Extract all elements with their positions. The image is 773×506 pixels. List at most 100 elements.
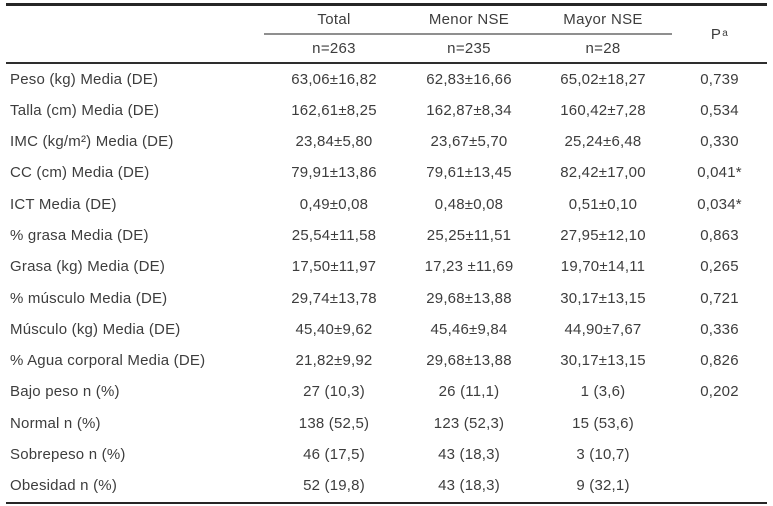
row-label: % Agua corporal Media (DE) — [10, 352, 206, 370]
cell-total: 52 (19,8) — [303, 477, 365, 495]
table-row: Talla (cm) Media (DE) 162,61±8,25 162,87… — [6, 95, 767, 126]
cell-total: 0,49±0,08 — [299, 195, 369, 213]
row-label: ICT Media (DE) — [10, 195, 117, 213]
row-label: Peso (kg) Media (DE) — [10, 70, 159, 88]
cell-menor-nse: 79,61±13,45 — [426, 164, 512, 182]
table-row: Sobrepeso n (%) 46 (17,5) 43 (18,3) 3 (1… — [6, 439, 767, 470]
cell-total: 21,82±9,92 — [295, 352, 373, 370]
cell-p-value: 0,721 — [700, 289, 739, 307]
table-row: Grasa (kg) Media (DE) 17,50±11,97 17,23 … — [6, 251, 767, 282]
cell-mayor-nse: 30,17±13,15 — [560, 352, 646, 370]
row-label: Bajo peso n (%) — [10, 383, 120, 401]
cell-p-value: 0,330 — [700, 133, 739, 151]
cell-menor-nse: 17,23 ±11,69 — [424, 258, 514, 276]
cell-mayor-nse: 44,90±7,67 — [564, 320, 642, 338]
cell-mayor-nse: 19,70±14,11 — [560, 258, 646, 276]
row-label: Normal n (%) — [10, 414, 101, 432]
cell-mayor-nse: 3 (10,7) — [576, 446, 630, 464]
cell-mayor-nse: 9 (32,1) — [576, 477, 630, 495]
cell-p-value: 0,202 — [700, 383, 739, 401]
subheader-n-menor-nse: n=235 — [447, 40, 491, 57]
cell-menor-nse: 62,83±16,66 — [426, 70, 512, 88]
row-label: CC (cm) Media (DE) — [10, 164, 150, 182]
table-row: Músculo (kg) Media (DE) 45,40±9,62 45,46… — [6, 314, 767, 345]
cell-mayor-nse: 15 (53,6) — [572, 414, 634, 432]
cell-total: 63,06±16,82 — [291, 70, 377, 88]
p-superscript-a: a — [722, 28, 729, 39]
table-row: % Agua corporal Media (DE) 21,82±9,92 29… — [6, 345, 767, 376]
cell-menor-nse: 0,48±0,08 — [434, 195, 504, 213]
header-group-rule — [534, 33, 672, 35]
cell-p-value: 0,826 — [700, 352, 739, 370]
cell-mayor-nse: 1 (3,6) — [580, 383, 626, 401]
table-row: ICT Media (DE) 0,49±0,08 0,48±0,08 0,51±… — [6, 189, 767, 220]
cell-p-value: 0,739 — [700, 70, 739, 88]
cell-mayor-nse: 0,51±0,10 — [568, 195, 638, 213]
cell-p-value: 0,041* — [697, 164, 742, 182]
table-row: Peso (kg) Media (DE) 63,06±16,82 62,83±1… — [6, 64, 767, 95]
cell-total: 45,40±9,62 — [295, 320, 373, 338]
subheader-n-total: n=263 — [312, 40, 356, 57]
cell-p-value: 0,863 — [700, 227, 739, 245]
cell-mayor-nse: 30,17±13,15 — [560, 289, 646, 307]
cell-menor-nse: 29,68±13,88 — [426, 352, 512, 370]
cell-total: 29,74±13,78 — [291, 289, 377, 307]
cell-total: 17,50±11,97 — [291, 258, 377, 276]
table-row: % músculo Media (DE) 29,74±13,78 29,68±1… — [6, 283, 767, 314]
row-label: IMC (kg/m²) Media (DE) — [10, 133, 174, 151]
cell-menor-nse: 43 (18,3) — [438, 477, 500, 495]
cell-total: 138 (52,5) — [298, 414, 370, 432]
cell-menor-nse: 45,46±9,84 — [430, 320, 508, 338]
table-row: IMC (kg/m²) Media (DE) 23,84±5,80 23,67±… — [6, 126, 767, 157]
table-bottom-rule — [6, 501, 767, 504]
table-row: Obesidad n (%) 52 (19,8) 43 (18,3) 9 (32… — [6, 470, 767, 501]
row-label: % grasa Media (DE) — [10, 227, 149, 245]
cell-menor-nse: 162,87±8,34 — [426, 101, 512, 119]
table-header: Total Menor NSE Mayor NSE n=263 n=235 n=… — [6, 6, 767, 62]
row-label: Obesidad n (%) — [10, 477, 118, 495]
cell-total: 79,91±13,86 — [291, 164, 377, 182]
column-header-mayor-nse: Mayor NSE — [563, 11, 643, 28]
column-header-menor-nse: Menor NSE — [428, 11, 510, 28]
table-row: % grasa Media (DE) 25,54±11,58 25,25±11,… — [6, 220, 767, 251]
cell-mayor-nse: 25,24±6,48 — [564, 133, 642, 151]
row-label: Talla (cm) Media (DE) — [10, 101, 160, 119]
table-row: CC (cm) Media (DE) 79,91±13,86 79,61±13,… — [6, 157, 767, 188]
cell-menor-nse: 26 (11,1) — [438, 383, 500, 401]
p-label: P — [710, 25, 722, 43]
header-group-rule — [404, 33, 534, 35]
row-label: Músculo (kg) Media (DE) — [10, 320, 181, 338]
cell-menor-nse: 29,68±13,88 — [426, 289, 512, 307]
cell-menor-nse: 25,25±11,51 — [426, 227, 512, 245]
table-top-rule — [6, 3, 767, 6]
header-spacer — [6, 6, 264, 33]
cell-total: 25,54±11,58 — [291, 227, 377, 245]
cell-p-value: 0,034* — [697, 195, 742, 213]
cell-menor-nse: 123 (52,3) — [433, 414, 505, 432]
row-label: % músculo Media (DE) — [10, 289, 168, 307]
cell-total: 162,61±8,25 — [291, 101, 377, 119]
header-bottom-rule — [6, 62, 767, 64]
cell-mayor-nse: 27,95±12,10 — [560, 227, 646, 245]
cell-total: 27 (10,3) — [303, 383, 365, 401]
column-header-total: Total — [317, 11, 351, 28]
table-row: Bajo peso n (%) 27 (10,3) 26 (11,1) 1 (3… — [6, 376, 767, 407]
cell-menor-nse: 43 (18,3) — [438, 446, 500, 464]
cell-menor-nse: 23,67±5,70 — [430, 133, 508, 151]
cell-p-value: 0,534 — [700, 101, 739, 119]
cell-total: 46 (17,5) — [303, 446, 365, 464]
cell-mayor-nse: 82,42±17,00 — [560, 164, 646, 182]
cell-p-value: 0,336 — [700, 320, 739, 338]
table-body: Peso (kg) Media (DE) 63,06±16,82 62,83±1… — [6, 64, 767, 502]
row-label: Grasa (kg) Media (DE) — [10, 258, 166, 276]
cell-mayor-nse: 160,42±7,28 — [560, 101, 646, 119]
cell-mayor-nse: 65,02±18,27 — [560, 70, 646, 88]
subheader-n-mayor-nse: n=28 — [585, 40, 621, 57]
row-label: Sobrepeso n (%) — [10, 446, 126, 464]
header-group-rule — [264, 33, 404, 35]
cell-p-value: 0,265 — [700, 258, 739, 276]
table-row: Normal n (%) 138 (52,5) 123 (52,3) 15 (5… — [6, 408, 767, 439]
cell-total: 23,84±5,80 — [295, 133, 373, 151]
